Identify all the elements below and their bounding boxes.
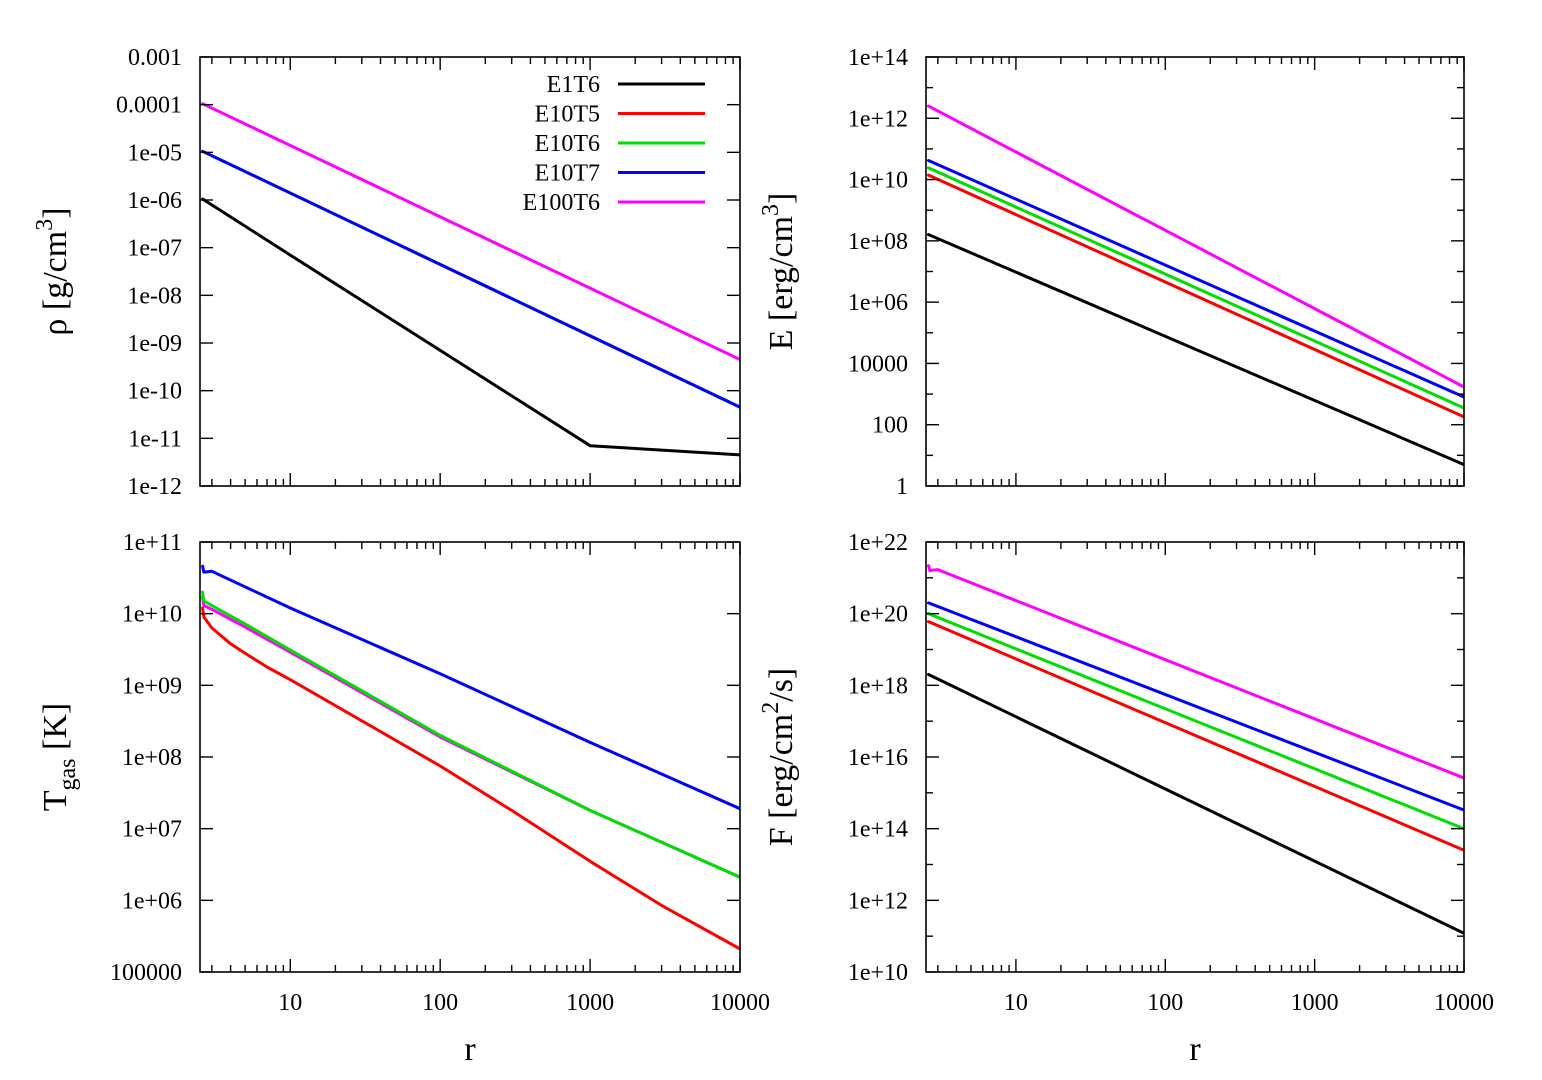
series-group <box>201 102 740 457</box>
series-line-e10t5 <box>927 620 1464 852</box>
series-group <box>927 104 1464 467</box>
y-tick-label: 100 <box>872 413 908 439</box>
y-tick-label: 1e+10 <box>848 168 908 194</box>
y-tick-label: 1e+10 <box>848 960 908 986</box>
y-tick-label: 1e+18 <box>848 673 908 699</box>
series-line-e100t6 <box>927 564 1464 780</box>
y-tick-label: 1e-06 <box>127 188 182 214</box>
legend-label-e10t5: E10T5 <box>535 102 600 128</box>
x-tick-label: 100 <box>1147 990 1183 1016</box>
y-tick-label: 1 <box>896 474 908 500</box>
y-tick-label: 1e+06 <box>122 888 182 914</box>
legend-label-e10t6: E10T6 <box>535 131 600 157</box>
x-tick-label: 100 <box>422 990 458 1016</box>
y-tick-label: 0.001 <box>128 45 182 71</box>
series-line-e100t6 <box>201 595 740 879</box>
y-tick-label: 1e-12 <box>127 474 182 500</box>
plot-frame <box>199 541 741 973</box>
legend-label-e1t6: E1T6 <box>547 72 600 98</box>
y-tick-label: 1e-11 <box>128 426 182 452</box>
y-tick-label: 1e-07 <box>127 236 182 262</box>
y-tick-label: 1e+11 <box>123 530 182 556</box>
y-tick-label: 0.0001 <box>116 93 182 119</box>
y-tick-label: 1e+09 <box>122 673 182 699</box>
series-group <box>927 564 1464 935</box>
y-tick-label: 1e+10 <box>122 602 182 628</box>
y-tick-label: 1e-09 <box>127 331 182 357</box>
legend-label-e100t6: E100T6 <box>523 190 600 216</box>
plot-frame <box>925 541 1465 973</box>
y-tick-label: 1e+08 <box>122 745 182 771</box>
x-tick-label: 10 <box>278 990 302 1016</box>
x-tick-label: 10000 <box>710 990 770 1016</box>
y-tick-label: 1e+06 <box>848 290 908 316</box>
y-tick-label: 1e+14 <box>848 817 908 843</box>
series-line-e10t6 <box>201 590 740 879</box>
series-line-e1t6 <box>201 197 740 457</box>
plot-frame <box>199 56 741 487</box>
y-tick-label: 1e-05 <box>127 140 182 166</box>
series-line-e10t6 <box>927 612 1464 831</box>
plot-frame <box>925 56 1465 487</box>
y-tick-label: 10000 <box>848 351 908 377</box>
y-tick-label: 1e+20 <box>848 602 908 628</box>
series-line-e1t6 <box>927 233 1464 467</box>
series-line-e10t7 <box>201 564 740 811</box>
panel-bottom-left: 10 100 1000 10000 100000 1e+06 1e+07 1e+08 1e+09… <box>37 530 770 1068</box>
y-tick-label: 1e+22 <box>848 530 908 556</box>
panel-top-left: 1e-12 1e-11 1e-10 1e-09 1e-08 1e-07 1e-06 1e-05… <box>32 45 741 500</box>
series-line-e10t5 <box>927 173 1464 419</box>
y-tick-label: 1e-10 <box>127 379 182 405</box>
y-tick-label: 1e+14 <box>848 45 908 71</box>
y-tick-label: 1e+16 <box>848 745 908 771</box>
series-group <box>201 564 740 951</box>
series-line-e10t6 <box>927 166 1464 410</box>
legend-label-e10t7: E10T7 <box>535 161 600 187</box>
series-line-e10t7 <box>927 601 1464 812</box>
y-axis-title: ρ [g/cm3] <box>32 207 74 335</box>
series-line-e1t6 <box>927 673 1464 935</box>
x-tick-label: 1000 <box>1291 990 1339 1016</box>
series-line-e10t5 <box>201 606 740 951</box>
y-tick-label: 1e+12 <box>848 106 908 132</box>
y-tick-label: 1e+12 <box>848 888 908 914</box>
series-line-e10t7 <box>201 149 740 409</box>
y-tick-label: 1e+07 <box>122 817 182 843</box>
panel-bottom-right: 10 100 1000 10000 1e+10 1e+12 1e+14 1e+16 1e+18 1… <box>758 530 1494 1068</box>
panel-top-right: 1 100 10000 1e+06 1e+08 1e+10 1e+12 1e+14 E [erg… <box>758 45 1465 500</box>
x-tick-label: 10000 <box>1434 990 1494 1016</box>
legend: E1T6 E10T5 E10T6 E10T7 E100T6 <box>523 72 705 216</box>
x-axis-title: r <box>1189 1031 1201 1068</box>
series-line-e100t6 <box>201 102 740 361</box>
y-axis-title: Tgas [K] <box>37 703 81 811</box>
y-tick-label: 1e+08 <box>848 229 908 255</box>
y-tick-label: 1e-08 <box>127 283 182 309</box>
x-axis-title: r <box>464 1031 476 1068</box>
y-axis-title: E [erg/cm3] <box>758 193 800 351</box>
x-tick-label: 1000 <box>566 990 614 1016</box>
series-line-e10t7 <box>927 159 1464 399</box>
y-axis-title: F [erg/cm2/s] <box>758 668 800 847</box>
x-tick-label: 10 <box>1004 990 1028 1016</box>
series-line-e100t6 <box>927 104 1464 389</box>
y-tick-label: 100000 <box>110 960 182 986</box>
